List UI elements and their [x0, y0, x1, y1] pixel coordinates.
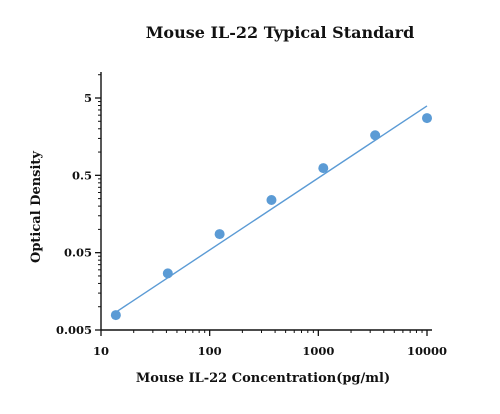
x-axis-label: Mouse IL-22 Concentration(pg/ml): [136, 371, 390, 386]
x-tick-label: 10000: [407, 344, 447, 358]
data-point: [214, 229, 225, 240]
chart-title: Mouse IL-22 Typical Standard: [146, 23, 415, 42]
x-tick-label: 100: [198, 344, 222, 358]
y-tick-label: 0.005: [56, 323, 92, 337]
y-tick-label: 5: [84, 91, 92, 105]
y-tick-label: 0.5: [72, 168, 92, 182]
y-axis-label: Optical Density: [29, 151, 44, 263]
data-point: [318, 163, 329, 174]
data-point: [162, 268, 173, 279]
x-tick-label: 1000: [302, 344, 334, 358]
data-points: [110, 113, 432, 321]
x-tick-label: 10: [93, 344, 109, 358]
data-point: [422, 113, 432, 124]
data-point: [110, 310, 121, 321]
data-point: [266, 194, 277, 205]
y-tick-label: 0.05: [64, 246, 92, 260]
fit-line-group: [115, 105, 428, 313]
data-point: [370, 130, 381, 141]
axes: 0.005 0.05 0.5 5 10 100 1000 10000: [56, 72, 447, 358]
fit-line: [115, 105, 428, 313]
